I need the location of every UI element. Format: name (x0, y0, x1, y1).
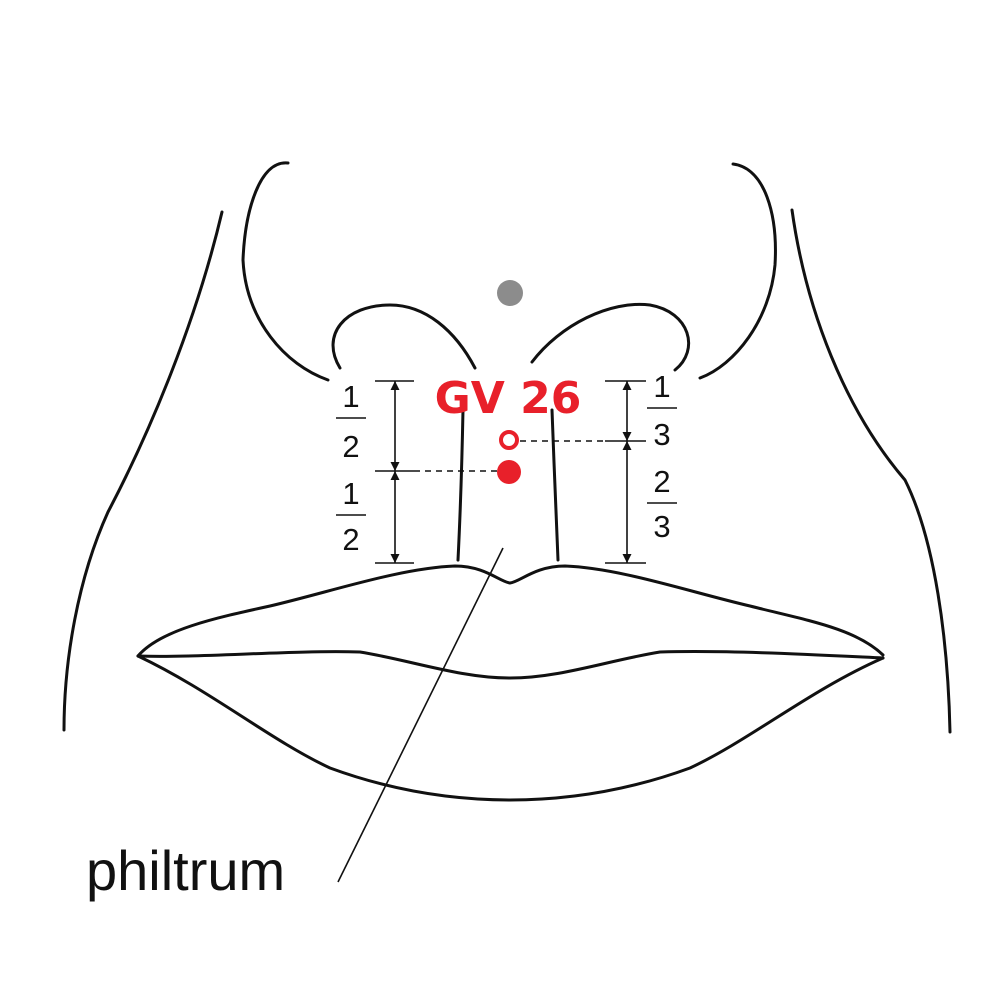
right-upper-denominator: 3 (653, 417, 670, 452)
left-nose-ala (241, 161, 330, 382)
left-upper-numerator: 1 (342, 379, 359, 414)
mouth-line (136, 650, 885, 680)
left-upper-fraction: 1 2 (336, 379, 366, 464)
left-lower-numerator: 1 (342, 476, 359, 511)
left-face-contour (62, 210, 224, 732)
right-philtrum-ridge (550, 408, 560, 562)
left-lower-fraction: 1 2 (336, 476, 366, 557)
philtrum-caption: philtrum (86, 839, 285, 902)
right-nostril (530, 302, 691, 372)
right-lower-fraction: 2 3 (647, 464, 677, 544)
left-philtrum-ridge (456, 408, 465, 562)
gv26-reference-marker (499, 430, 519, 450)
left-upper-denominator: 2 (342, 429, 359, 464)
right-upper-numerator: 1 (653, 369, 670, 404)
gv26-label: GV 26 (435, 373, 582, 424)
right-lower-numerator: 2 (653, 464, 670, 499)
lower-lip (136, 654, 885, 802)
right-lower-denominator: 3 (653, 509, 670, 544)
right-face-contour (790, 208, 952, 734)
left-nostril (331, 303, 477, 370)
left-lower-denominator: 2 (342, 522, 359, 557)
right-upper-fraction: 1 3 (647, 369, 677, 452)
philtrum-leader-line (337, 547, 504, 883)
landmark-dot (497, 280, 523, 306)
right-nose-ala (698, 162, 777, 380)
upper-lip (136, 564, 885, 658)
gv26-point-marker (497, 460, 521, 484)
